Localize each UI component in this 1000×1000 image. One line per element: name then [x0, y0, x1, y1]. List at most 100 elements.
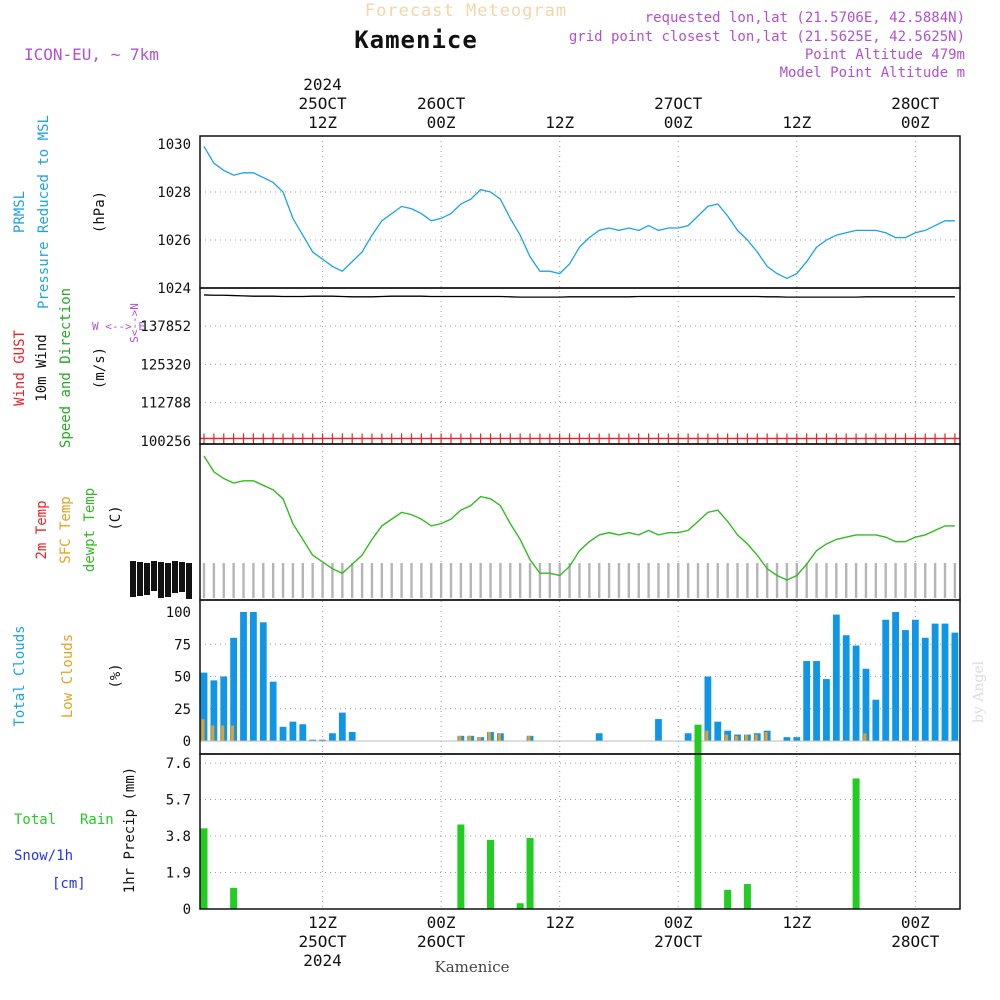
- grid-point-coords: grid point closest lon,lat (21.5625E, 42…: [569, 29, 965, 45]
- cloud-label-unit: (%): [108, 663, 124, 688]
- temp-tick-cluster: [151, 561, 157, 591]
- low-cloud-bar: [863, 733, 867, 741]
- total-cloud-bar: [279, 726, 287, 741]
- frame-layer: [199, 135, 961, 910]
- total-cloud-bar: [704, 676, 712, 741]
- grid-layer: [200, 136, 960, 909]
- low-cloud-bar: [705, 730, 709, 741]
- time-label-top: 12Z: [782, 113, 811, 132]
- total-cloud-bar: [882, 619, 890, 741]
- wind-speed-line: [203, 294, 955, 298]
- dewpoint-line: [203, 455, 955, 581]
- low-cloud-bar: [221, 725, 225, 741]
- precip-tick-label: 1.9: [166, 866, 191, 882]
- rain-bar: [743, 884, 751, 909]
- wind-panel-frame: [199, 287, 961, 445]
- cloud-label-total: Total Clouds: [12, 625, 28, 726]
- total-cloud-bar: [220, 676, 228, 741]
- total-cloud-bar: [230, 637, 238, 741]
- low-cloud-bar: [725, 734, 729, 741]
- rain-bar: [487, 839, 495, 909]
- temp-tick-cluster: [144, 563, 150, 595]
- total-cloud-bar: [269, 681, 277, 741]
- pressure-label-desc: Pressure Reduced to MSL: [36, 115, 52, 309]
- temp-label-unit: (C): [108, 505, 124, 530]
- rain-bar: [694, 724, 702, 909]
- wind-label-gust: Wind GUST: [12, 330, 28, 406]
- rain-bar: [457, 824, 465, 909]
- wind-tick-label: 100256: [140, 434, 191, 450]
- time-label-bottom: 28OCT: [891, 932, 940, 951]
- point-altitude: Point Altitude 479m: [805, 47, 965, 63]
- pressure-tick-label: 1028: [157, 185, 191, 201]
- wind-tick-label: 125320: [140, 357, 191, 373]
- low-cloud-bar: [764, 731, 768, 741]
- total-cloud-bar: [832, 614, 840, 741]
- credit-watermark: by Angel: [971, 660, 987, 723]
- cloud-tick-label: 0: [183, 734, 191, 750]
- temp-tick-cluster: [137, 562, 143, 596]
- total-cloud-bar: [872, 699, 880, 741]
- low-cloud-bar: [487, 731, 491, 741]
- wind-label-unit: (m/s): [92, 347, 108, 389]
- total-cloud-bar: [348, 731, 356, 741]
- total-cloud-bar: [931, 623, 939, 741]
- total-cloud-bar: [803, 661, 811, 741]
- temp-label-dewpt: dewpt Temp: [82, 488, 98, 572]
- pressure-line: [203, 146, 955, 280]
- time-label-bottom: 25OCT: [298, 932, 347, 951]
- pressure-tick-label: 1026: [157, 233, 191, 249]
- time-label-top: 00Z: [901, 113, 930, 132]
- precip-tick-label: 5.7: [166, 793, 191, 809]
- precip-label-snow: Snow/1h: [14, 848, 73, 864]
- total-cloud-bar: [210, 680, 218, 741]
- model-label: ICON-EU, ~ 7km: [24, 45, 159, 64]
- total-cloud-bar: [951, 632, 959, 741]
- rain-bar: [852, 778, 860, 909]
- wind-dir-sn: S<-->N: [128, 303, 141, 343]
- total-cloud-bar: [921, 637, 929, 741]
- rain-bar: [526, 837, 534, 909]
- place-title: Kamenice: [354, 26, 478, 54]
- time-label-top: 2024: [303, 75, 342, 94]
- time-label-bottom: 27OCT: [654, 932, 703, 951]
- precip-panel-frame: [199, 753, 961, 910]
- time-label-top: 25OCT: [298, 94, 347, 113]
- time-label-top: 12Z: [308, 113, 337, 132]
- total-cloud-bar: [941, 623, 949, 741]
- time-label-top: 12Z: [545, 113, 574, 132]
- low-cloud-bar: [497, 733, 501, 741]
- low-cloud-bar: [754, 734, 758, 741]
- pressure-tick-label: 1024: [157, 281, 191, 297]
- total-cloud-bar: [338, 712, 346, 741]
- time-label-bottom: 12Z: [545, 913, 574, 932]
- precip-label-total: Total: [14, 812, 56, 828]
- time-label-top: 26OCT: [417, 94, 466, 113]
- precip-label-cm: [cm]: [52, 876, 86, 892]
- low-cloud-bar: [201, 719, 205, 741]
- rain-bar: [230, 887, 238, 909]
- wind-dir-ew: W <--> E: [92, 320, 145, 333]
- total-cloud-bar: [911, 619, 919, 741]
- wind-label-10m: 10m Wind: [34, 334, 50, 401]
- low-cloud-bar: [231, 725, 235, 741]
- total-cloud-bar: [595, 733, 603, 741]
- total-cloud-bar: [714, 721, 722, 741]
- low-cloud-bar: [211, 725, 215, 741]
- faded-title: Forecast Meteogram: [365, 1, 567, 21]
- pressure-label-prmsl: PRMSL: [12, 191, 28, 233]
- total-cloud-bar: [200, 672, 208, 741]
- pressure-panel-frame: [199, 135, 961, 289]
- total-cloud-bar: [823, 679, 830, 741]
- low-cloud-bar: [734, 735, 738, 741]
- time-label-bottom: 2024: [303, 951, 342, 970]
- time-label-top: 00Z: [427, 113, 456, 132]
- total-cloud-bar: [289, 721, 297, 741]
- total-cloud-bar: [240, 612, 247, 741]
- time-label-top: 00Z: [664, 113, 693, 132]
- rain-bar: [200, 828, 208, 909]
- pressure-tick-label: 1030: [157, 137, 191, 153]
- temp-tick-cluster: [179, 562, 185, 592]
